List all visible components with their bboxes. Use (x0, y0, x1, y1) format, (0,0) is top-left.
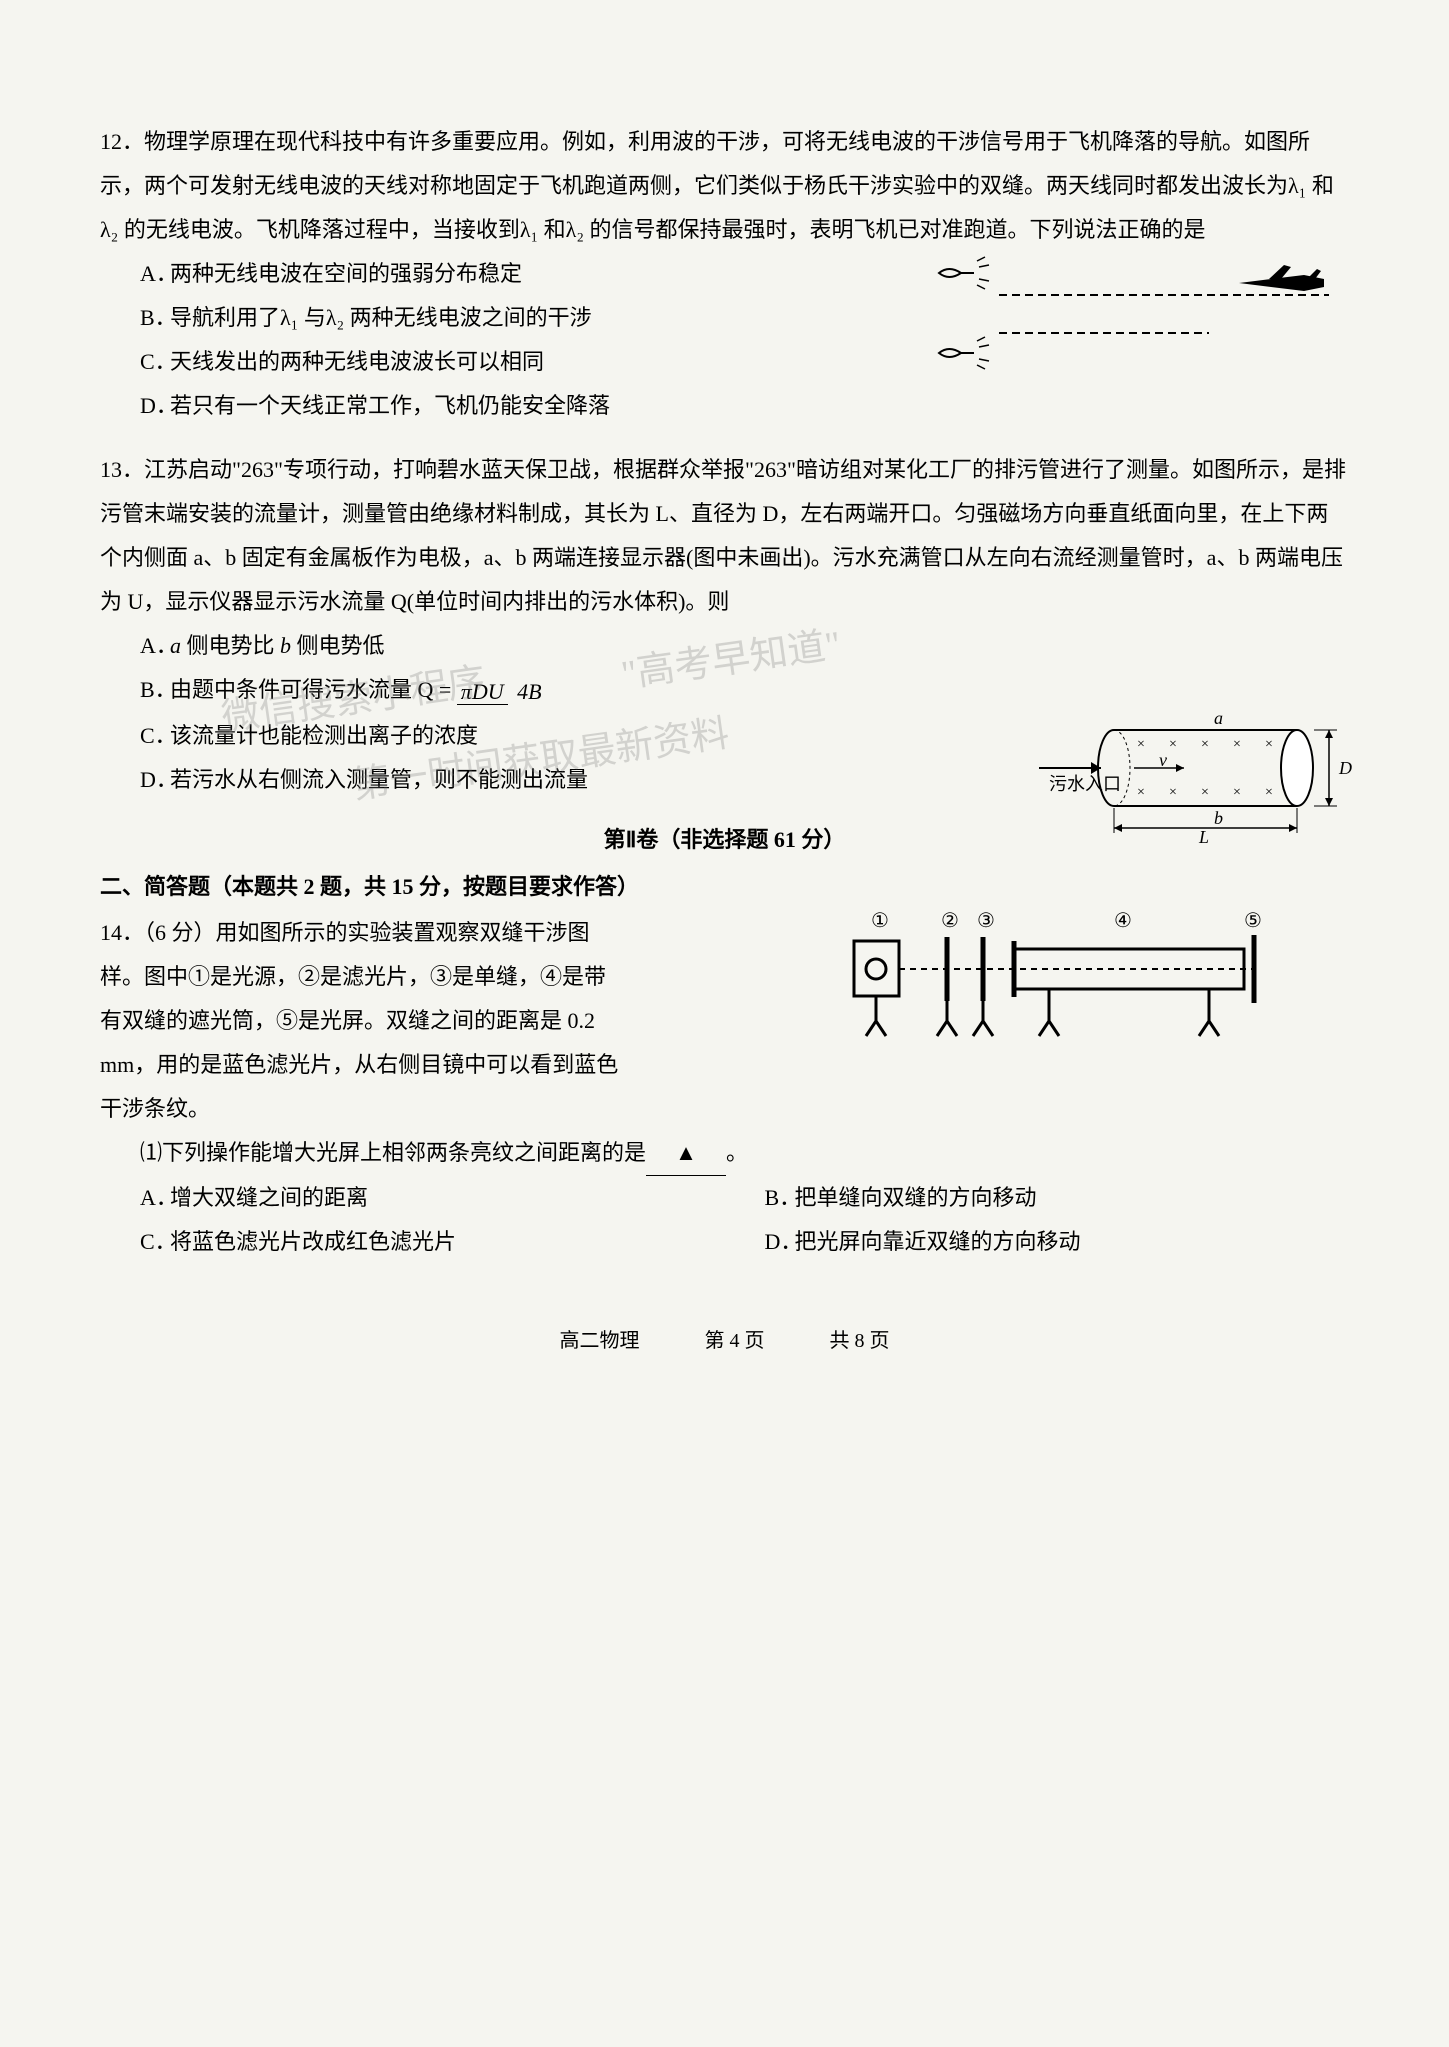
option-letter: A． (140, 624, 170, 668)
q13-figure: v a b 污水入口 L D × × × × × × × × × × (1019, 708, 1359, 848)
q14-option-a: A．增大双缝之间的距离 (100, 1176, 725, 1220)
antenna-top-icon (939, 257, 989, 289)
q14-sub1: ⑴下列操作能增大光屏上相邻两条亮纹之间距离的是▲。 (100, 1131, 1349, 1176)
q14-fig-n4: ④ (1114, 911, 1132, 932)
section-2-subtitle: 二、简答题（本题共 2 题，共 15 分，按题目要求作答） (100, 869, 1349, 901)
option-letter: A． (140, 252, 170, 296)
svg-text:×: × (1233, 737, 1241, 752)
q12-option-d: D．若只有一个天线正常工作，飞机仍能安全降落 (100, 384, 1349, 428)
q14-option-d: D．把光屏向靠近双缝的方向移动 (725, 1220, 1350, 1264)
q13-b-prefix: 由题中条件可得污水流量 Q = (170, 677, 451, 702)
footer-total: 共 8 页 (830, 1330, 890, 1352)
q14-c-text: 将蓝色滤光片改成红色滤光片 (170, 1229, 456, 1254)
q12-b-text: 导航利用了λ₁ 与λ₂ 两种无线电波之间的干涉 (170, 305, 592, 330)
q14-b-text: 把单缝向双缝的方向移动 (795, 1185, 1037, 1210)
stands-icon (866, 989, 1219, 1036)
light-source-icon (854, 941, 899, 996)
q14-figure: ① ② ③ ④ ⑤ (849, 911, 1269, 1051)
svg-text:×: × (1265, 785, 1273, 800)
option-letter: C． (140, 714, 170, 758)
svg-text:×: × (1169, 737, 1177, 752)
q14-fig-n2: ② (941, 911, 959, 932)
frac-numerator: πDU (457, 679, 508, 705)
D-label: D (1338, 758, 1352, 778)
q14-option-row-2: C．将蓝色滤光片改成红色滤光片 D．把光屏向靠近双缝的方向移动 (100, 1220, 1349, 1264)
cylinder-right-icon (1281, 730, 1313, 806)
antenna-bottom-icon (939, 337, 989, 369)
fraction: πDU 4B (457, 670, 546, 714)
q14-option-row-1: A．增大双缝之间的距离 B．把单缝向双缝的方向移动 (100, 1176, 1349, 1220)
q14-option-c: C．将蓝色滤光片改成红色滤光片 (100, 1220, 725, 1264)
q12-a-text: 两种无线电波在空间的强弱分布稳定 (170, 261, 522, 286)
q13-c-text: 该流量计也能检测出离子的浓度 (170, 723, 478, 748)
question-14: 14．（6 分）用如图所示的实验装置观察双缝干涉图样。图中①是光源，②是滤光片，… (100, 911, 1349, 1264)
inlet-label: 污水入口 (1049, 774, 1121, 794)
svg-text:×: × (1137, 785, 1145, 800)
q14-fig-n1: ① (871, 911, 889, 932)
q14-option-b: B．把单缝向双缝的方向移动 (725, 1176, 1350, 1220)
q12-c-text: 天线发出的两种无线电波波长可以相同 (170, 349, 544, 374)
airplane-icon (1239, 265, 1324, 291)
frac-denominator: 4B (513, 679, 545, 704)
q14-fig-n3: ③ (977, 911, 995, 932)
q14-stem-text: 用如图所示的实验装置观察双缝干涉图样。图中①是光源，②是滤光片，③是单缝，④是带… (100, 920, 618, 1121)
q13-number: 13． (100, 457, 144, 482)
option-letter: C． (140, 340, 170, 384)
v-label: v (1159, 750, 1167, 770)
q14-a-text: 增大双缝之间的距离 (170, 1185, 368, 1210)
option-letter: B． (140, 296, 170, 340)
q14-period: 。 (726, 1140, 748, 1165)
footer-subject: 高二物理 (560, 1330, 640, 1352)
svg-text:×: × (1233, 785, 1241, 800)
b-label: b (1214, 808, 1223, 828)
svg-text:×: × (1137, 737, 1145, 752)
svg-text:×: × (1169, 785, 1177, 800)
q13-d-text: 若污水从右侧流入测量管，则不能测出流量 (170, 767, 588, 792)
option-letter: B． (140, 668, 170, 712)
q12-number: 12． (100, 129, 144, 154)
q14-points: （6 分） (144, 920, 216, 945)
option-letter: D． (140, 758, 170, 802)
footer-page: 第 4 页 (705, 1330, 765, 1352)
q14-stem: 14．（6 分）用如图所示的实验装置观察双缝干涉图样。图中①是光源，②是滤光片，… (100, 911, 620, 1131)
q12-stem: 12．物理学原理在现代科技中有许多重要应用。例如，利用波的干涉，可将无线电波的干… (100, 120, 1349, 252)
q12-figure (929, 255, 1329, 375)
q12-d-text: 若只有一个天线正常工作，飞机仍能安全降落 (170, 393, 610, 418)
q14-number: 14． (100, 920, 144, 945)
page-footer: 高二物理 第 4 页 共 8 页 (100, 1324, 1349, 1353)
answer-blank: ▲ (646, 1131, 726, 1176)
q14-sub1-text: ⑴下列操作能增大光屏上相邻两条亮纹之间距离的是 (140, 1140, 646, 1165)
question-13: 13．江苏启动"263"专项行动，打响碧水蓝天保卫战，根据群众举报"263"暗访… (100, 448, 1349, 802)
q13-stem: 13．江苏启动"263"专项行动，打响碧水蓝天保卫战，根据群众举报"263"暗访… (100, 448, 1349, 624)
q12-stem-text: 物理学原理在现代科技中有许多重要应用。例如，利用波的干涉，可将无线电波的干涉信号… (100, 129, 1334, 242)
L-label: L (1198, 827, 1209, 847)
svg-text:×: × (1201, 785, 1209, 800)
q14-fig-n5: ⑤ (1244, 911, 1262, 932)
option-letter: D． (140, 384, 170, 428)
q13-option-a: A．a 侧电势比 b 侧电势低 (100, 624, 1349, 668)
svg-text:×: × (1265, 737, 1273, 752)
q13-stem-text: 江苏启动"263"专项行动，打响碧水蓝天保卫战，根据群众举报"263"暗访组对某… (100, 457, 1346, 614)
a-label: a (1214, 708, 1223, 728)
q14-d-text: 把光屏向靠近双缝的方向移动 (795, 1229, 1081, 1254)
svg-text:×: × (1201, 737, 1209, 752)
